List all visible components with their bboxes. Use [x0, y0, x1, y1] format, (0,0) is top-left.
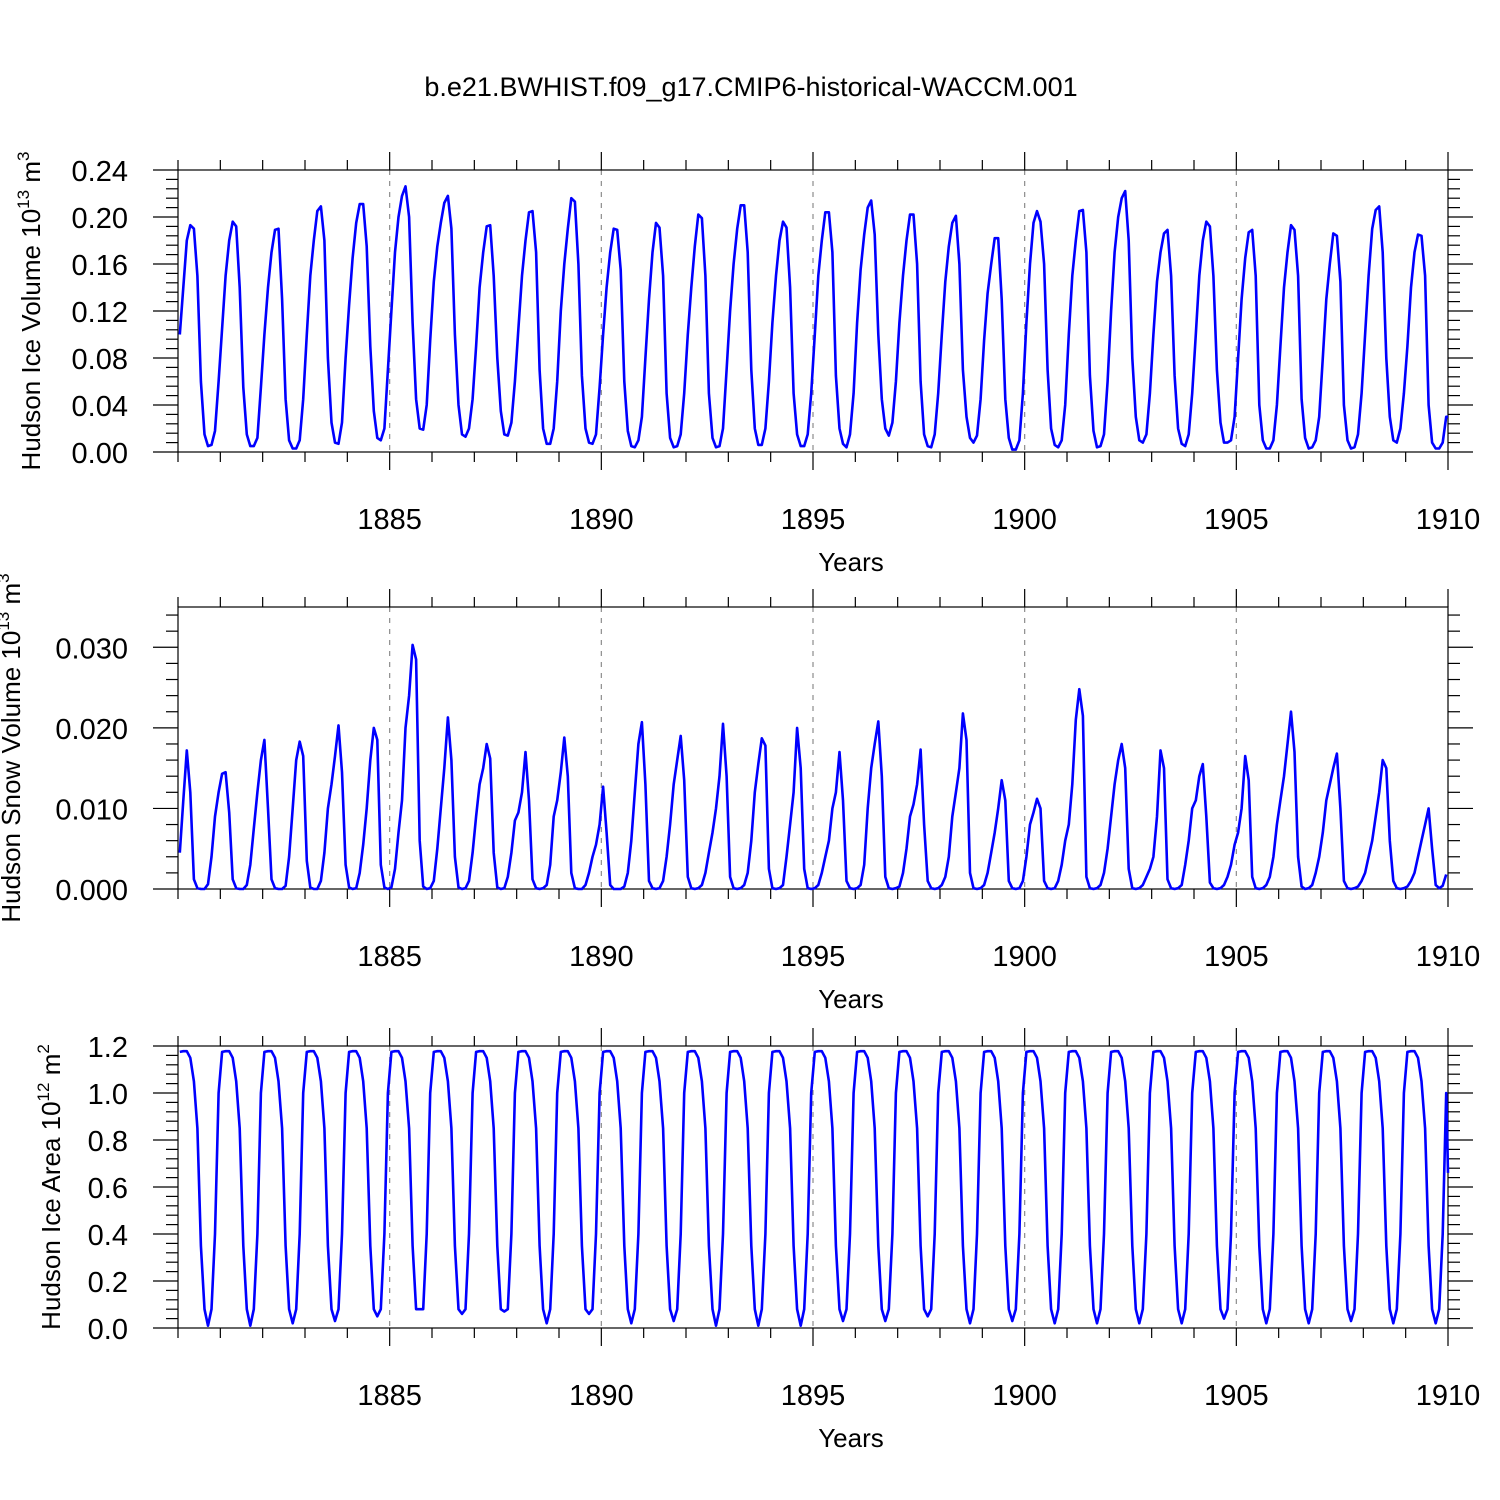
y-tick-label: 0.24 [72, 156, 128, 188]
series-line [178, 643, 1448, 891]
y-tick-label: 0.8 [88, 1126, 128, 1158]
x-tick-label: 1910 [1416, 1380, 1481, 1412]
x-tick-label: 1890 [569, 1380, 634, 1412]
y-axis-title-main: Hudson Snow Volume 10 [0, 631, 26, 923]
x-tick-label: 1895 [781, 504, 846, 536]
x-tick-label: 1905 [1204, 504, 1269, 536]
panel-1: 1885 1890 1895 1900 1905 1910 Years 0.00 0.04 0.0… [14, 152, 1480, 577]
y-axis-title: Hudson Ice Volume 1013 m3 [14, 152, 46, 471]
x-axis-title: Years [818, 1423, 884, 1453]
y-tick-label: 0.08 [72, 344, 128, 376]
x-tick-label: 1910 [1416, 504, 1481, 536]
y-axis-title-main: Hudson Ice Area 10 [36, 1101, 66, 1329]
y-axis-title-unit-exponent: 3 [0, 573, 13, 582]
y-axis-title-unit: m [0, 583, 26, 612]
y-axis-title-exponent: 12 [34, 1083, 53, 1102]
y-axis-title-unit-exponent: 2 [34, 1044, 53, 1053]
y-tick-label: 0.000 [55, 875, 128, 907]
y-axis-title-unit: m [16, 161, 46, 190]
y-tick-label: 0.2 [88, 1267, 128, 1299]
x-tick-label: 1900 [992, 941, 1057, 973]
x-tick-label: 1905 [1204, 1380, 1269, 1412]
y-axis-title-unit: m [36, 1054, 66, 1083]
plot-frame [177, 606, 1449, 890]
x-tick-label: 1905 [1204, 941, 1269, 973]
x-tick-label: 1890 [569, 504, 634, 536]
figure-title: b.e21.BWHIST.f09_g17.CMIP6-historical-WA… [424, 72, 1077, 102]
panel-2: 1885 1890 1895 1900 1905 1910 Years 0.000 0.010 0… [0, 573, 1480, 1014]
y-axis-title-main: Hudson Ice Volume 10 [16, 209, 46, 471]
y-axis-title-exponent: 13 [0, 612, 13, 631]
y-tick-label: 0.04 [72, 391, 128, 423]
x-tick-label: 1885 [357, 504, 422, 536]
x-tick-label: 1885 [357, 1380, 422, 1412]
x-axis-title: Years [818, 547, 884, 577]
y-tick-label: 1.0 [88, 1079, 128, 1111]
y-axis-title: Hudson Ice Area 1012 m2 [34, 1044, 66, 1330]
panel-3: 1885 1890 1895 1900 1905 1910 Years 0.0 0.2 0.4 0.… [34, 1028, 1480, 1453]
series-line [179, 1049, 1450, 1327]
panels: 1885 1890 1895 1900 1905 1910 Years 0.00 0.04 0.0… [0, 152, 1480, 1453]
x-tick-label: 1910 [1416, 941, 1481, 973]
x-tick-label: 1895 [781, 941, 846, 973]
x-tick-label: 1885 [357, 941, 422, 973]
x-tick-label: 1895 [781, 1380, 846, 1412]
y-axis-title-unit-exponent: 3 [14, 152, 33, 161]
y-tick-label: 0.00 [72, 438, 128, 470]
series-line [178, 185, 1448, 451]
y-tick-label: 0.4 [88, 1220, 128, 1252]
x-axis-title: Years [818, 984, 884, 1014]
y-tick-label: 0.6 [88, 1173, 128, 1205]
y-tick-label: 0.12 [72, 297, 128, 329]
y-axis-title-exponent: 13 [14, 190, 33, 209]
x-tick-label: 1900 [992, 504, 1057, 536]
y-tick-label: 0.010 [55, 794, 128, 826]
y-tick-label: 0.020 [55, 714, 128, 746]
y-tick-label: 0.0 [88, 1314, 128, 1346]
x-tick-label: 1900 [992, 1380, 1057, 1412]
x-tick-label: 1890 [569, 941, 634, 973]
y-tick-label: 0.20 [72, 203, 128, 235]
y-axis-title: Hudson Snow Volume 1013 m3 [0, 573, 26, 922]
y-tick-label: 0.030 [55, 633, 128, 665]
y-tick-label: 1.2 [88, 1032, 128, 1064]
y-tick-label: 0.16 [72, 250, 128, 282]
